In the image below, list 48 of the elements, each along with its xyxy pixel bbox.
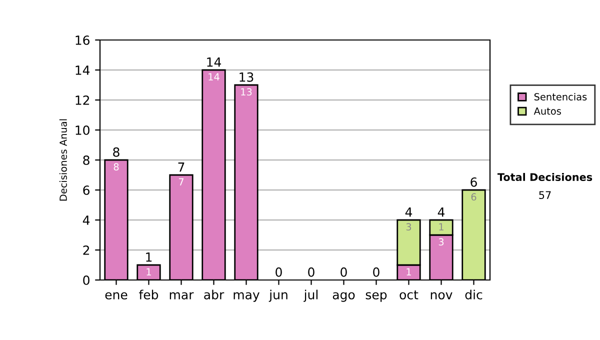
total-label: 4 [405, 208, 412, 217]
data-label: 1 [146, 268, 151, 276]
total-label: 4 [438, 208, 445, 217]
y-tick-label: 2 [83, 245, 90, 255]
legend-label: Autos [534, 108, 561, 115]
data-label: 1 [439, 223, 444, 230]
y-tick-label: 10 [76, 125, 90, 135]
x-tick-label: abr [204, 290, 224, 300]
x-tick-label: may [234, 292, 260, 302]
x-tick-label: ene [105, 292, 128, 300]
y-tick-label: 6 [83, 185, 90, 195]
total-label: 14 [207, 58, 221, 67]
total-label: 0 [340, 267, 347, 277]
x-tick-label: oct [400, 290, 418, 300]
total-label: 0 [373, 267, 380, 277]
data-label: 1 [406, 268, 411, 276]
y-tick-label: 14 [76, 66, 90, 75]
text: Total Decisiones [497, 172, 592, 182]
y-tick-label: 0 [83, 275, 90, 285]
x-tick-label: nov [430, 292, 452, 300]
x-tick-label: mar [170, 292, 194, 300]
data-label: 3 [438, 238, 444, 246]
x-tick-label: feb [139, 290, 158, 300]
data-label: 14 [208, 73, 220, 80]
total-label: 0 [276, 267, 282, 277]
text: 57 [539, 191, 551, 200]
y-axis-title: Decisiones Anual [59, 119, 67, 201]
x-tick-label: jun [268, 290, 288, 302]
x-tick-label: sep [366, 292, 387, 302]
total-label: 6 [470, 177, 477, 187]
data-label: 3 [406, 223, 412, 231]
total-label: 8 [113, 147, 120, 157]
x-tick-label: ago [332, 292, 355, 302]
y-tick-label: 8 [83, 155, 90, 165]
total-label: 0 [308, 267, 314, 277]
data-label: 13 [241, 88, 252, 96]
data-label: 6 [471, 193, 476, 201]
y-tick-label: 12 [76, 95, 90, 105]
data-label: 7 [178, 178, 184, 186]
total-label: 1 [146, 252, 152, 262]
y-tick-label: 4 [82, 216, 90, 225]
total-label: 7 [178, 162, 184, 172]
y-tick-label: 16 [76, 35, 90, 45]
data-label: 8 [114, 163, 119, 171]
x-tick-label: jul [304, 290, 318, 302]
x-tick-label: dic [465, 290, 482, 300]
legend-label: Sentencias [534, 92, 587, 100]
total-label: 13 [240, 72, 254, 82]
